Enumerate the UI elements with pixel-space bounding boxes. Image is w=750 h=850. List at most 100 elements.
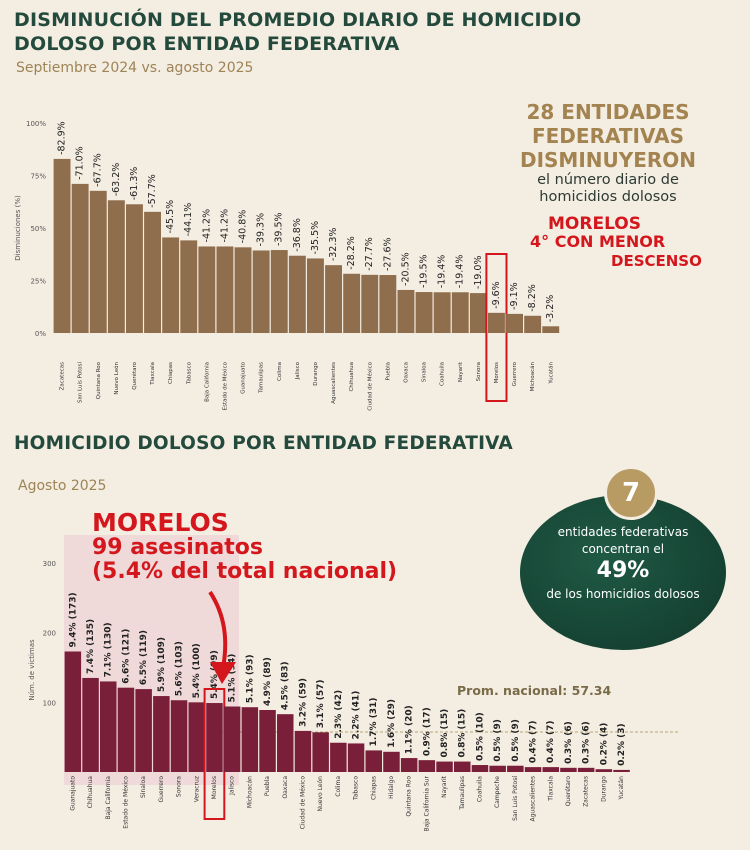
chart1-data-label: -41.2%: [219, 209, 230, 243]
chart1-bar: [270, 250, 288, 333]
chart2-data-label: 0.3% (6): [564, 721, 574, 764]
chart1-category-label: Morelos: [494, 362, 500, 384]
chart1-bar: [469, 293, 487, 333]
chart1-category-label: Quintana Roo: [96, 361, 102, 399]
chart1-data-label: -39.5%: [274, 212, 285, 246]
chart2-category-label: Tamaulipas: [459, 776, 466, 811]
stat1-body: el número diario de homicidios dolosos: [537, 172, 679, 205]
chart2-category-label: Morelos: [211, 776, 218, 799]
chart2-data-label: 6.5% (119): [139, 630, 149, 685]
chart2-bar: [153, 696, 170, 772]
chart1-data-label: -67.7%: [93, 153, 104, 187]
chart1-bar: [542, 326, 560, 333]
chart1-bar: [524, 315, 542, 333]
chart1-bar: [198, 246, 216, 333]
chart1-bar: [71, 183, 89, 333]
chart1-data-label: -19.4%: [437, 255, 448, 289]
chart2-category-label: Ciudad de México: [299, 776, 306, 830]
chart1-data-label: -71.0%: [75, 146, 86, 180]
callout-arrow: [208, 590, 228, 669]
chart1-category-label: Tlaxcala: [150, 362, 156, 386]
chart1-data-label: -35.5%: [310, 221, 321, 255]
chart2-data-label: 1.6% (29): [387, 699, 397, 748]
chart2-data-label: 7.1% (130): [104, 622, 114, 677]
chart1-bar: [288, 255, 306, 333]
chart2-category-label: Querétaro: [565, 776, 572, 807]
morelos-note-3: DESCENSO: [611, 252, 702, 270]
chart2-category-label: Zacatecas: [583, 776, 590, 807]
chart1-category-label: San Luis Potosí: [77, 362, 84, 404]
chart1-data-label: -27.6%: [382, 237, 393, 271]
chart1-category-label: Chihuahua: [349, 362, 355, 392]
chart1-bar: [107, 200, 125, 333]
chart1-category-label: Yucatán: [547, 361, 554, 384]
chart2-data-label: 3.1% (57): [316, 679, 326, 728]
chart2-category-label: Durango: [600, 776, 607, 802]
chart2-bar: [206, 703, 223, 772]
chart2-category-label: Yucatán: [618, 776, 625, 801]
chart2-bar: [418, 760, 436, 772]
chart2-bar: [330, 742, 347, 772]
chart1-category-label: Sonora: [476, 362, 482, 381]
chart1-bar: [234, 247, 252, 333]
chart1-category-label: Estado de México: [221, 361, 228, 410]
chart1-category-label: Sinaloa: [422, 362, 428, 382]
chart2-bar: [365, 750, 382, 772]
chart1-category-label: Durango: [313, 361, 319, 385]
chart1-data-label: -82.9%: [57, 121, 68, 155]
chart2-data-label: 0.9% (17): [422, 707, 432, 756]
chart2-data-label: 5.9% (109): [157, 637, 167, 692]
chart1-bar: [252, 250, 270, 333]
chart2-bar: [100, 681, 117, 772]
chart1-category-label: Nuevo León: [113, 361, 120, 394]
chart2-data-label: 0.8% (15): [440, 709, 450, 758]
chart2-category-label: Tabasco: [353, 776, 360, 801]
chart2-bar: [577, 767, 595, 772]
chart1-data-label: -41.2%: [201, 209, 212, 243]
morelos-note-1: MORELOS: [548, 214, 641, 234]
chart2-data-label: 5.4% (100): [192, 643, 202, 698]
chart1-data-label: -19.0%: [473, 255, 484, 289]
chart2-data-label: 0.3% (6): [582, 721, 592, 764]
chart1-bar: [53, 158, 71, 333]
chart1-bar: [379, 275, 397, 333]
chart1-data-label: -19.4%: [455, 255, 466, 289]
chart2-data-label: 0.5% (10): [475, 712, 485, 761]
chart2-data-label: 5.6% (103): [175, 641, 185, 696]
chart2-category-label: Chiapas: [370, 776, 377, 800]
chart2-data-label: 2.3% (42): [334, 690, 344, 739]
chart2-category-label: Hidalgo: [388, 776, 395, 799]
chart1-ylabel: Disminuciones (%): [14, 195, 22, 261]
chart2-category-label: Puebla: [264, 776, 271, 796]
chart1-data-label: -8.2%: [527, 284, 538, 312]
chart1-data-label: -9.6%: [491, 281, 502, 309]
chart2-bar: [454, 761, 471, 772]
stat2-line3: de los homicidios dolosos: [546, 587, 700, 601]
chart1-category-label: Tabasco: [186, 361, 192, 385]
chart2-bar: [436, 761, 453, 772]
chart1-data-label: -27.7%: [364, 237, 375, 271]
chart1-category-label: Aguascalientes: [331, 362, 337, 404]
stat2-pct: 49%: [596, 558, 650, 583]
chart2-data-label: 0.4% (7): [546, 721, 556, 764]
chart1-bar: [89, 190, 107, 333]
chart2-data-label: 0.2% (4): [599, 723, 609, 766]
chart1-category-label: Tamaulipas: [259, 362, 265, 394]
chart2-data-label: 7.4% (135): [86, 619, 96, 674]
morelos-callout-3: (5.4% del total nacional): [92, 559, 398, 584]
chart2-ytick: 300: [43, 560, 56, 568]
chart1-data-label: -45.5%: [165, 200, 176, 234]
chart1-ytick: 100%: [26, 120, 46, 128]
chart1-bar: [307, 258, 324, 333]
chart1-data-label: -20.5%: [400, 252, 411, 286]
chart1-data-label: -61.3%: [129, 167, 140, 201]
chart2-category-label: Oaxaca: [282, 776, 289, 799]
chart2-category-label: Chihuahua: [87, 776, 94, 809]
chart2-bar: [82, 677, 99, 772]
chart1-bar: [488, 312, 505, 333]
chart1-category-label: Michoacán: [529, 361, 536, 391]
chart2-category-label: Jalisco: [229, 776, 236, 796]
chart2-data-label: 2.2% (41): [352, 691, 362, 740]
chart1-category-label: Chiapas: [168, 362, 174, 384]
